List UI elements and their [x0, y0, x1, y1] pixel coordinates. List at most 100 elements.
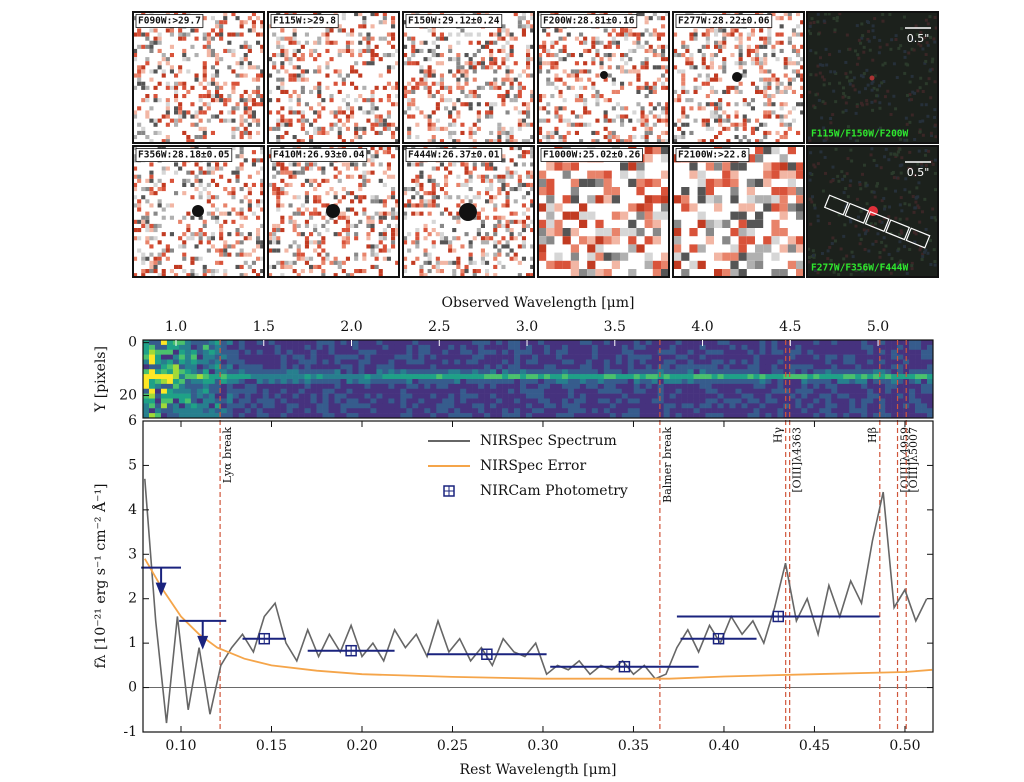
noise-pixel [464, 166, 469, 171]
spectrum-pixel [549, 340, 557, 346]
noise-pixel [452, 57, 457, 62]
noise-pixel [374, 106, 379, 111]
spectrum-pixel [256, 379, 263, 385]
noise-pixel [722, 40, 727, 45]
noise-pixel [231, 191, 236, 196]
noise-pixel [256, 215, 261, 220]
noise-pixel [194, 36, 199, 41]
spectrum-pixel [352, 359, 359, 365]
color-noise [846, 157, 850, 161]
noise-pixel [750, 48, 755, 53]
spectrum-pixel [190, 344, 198, 351]
noise-pixel [640, 12, 645, 17]
noise-pixel [468, 40, 473, 45]
noise-pixel [607, 135, 612, 140]
spectrum-pixel [274, 408, 281, 414]
noise-pixel [423, 203, 428, 208]
noise-pixel [562, 211, 571, 220]
spectrum-pixel [292, 393, 299, 399]
noise-pixel [566, 130, 571, 135]
spectrum-pixel [214, 408, 222, 414]
noise-pixel [256, 118, 261, 123]
color-noise [837, 49, 841, 53]
spectrum-pixel [256, 408, 263, 414]
noise-pixel [210, 178, 215, 183]
noise-pixel [485, 252, 490, 257]
noise-pixel [206, 211, 211, 216]
spectrum-pixel [172, 388, 180, 394]
noise-pixel [239, 122, 244, 127]
noise-pixel [636, 187, 645, 196]
noise-pixel [391, 36, 396, 41]
spectrum-pixel [466, 359, 473, 365]
noise-pixel [722, 269, 731, 278]
noise-pixel [280, 187, 285, 192]
noise-pixel [497, 130, 502, 135]
noise-pixel [709, 61, 714, 66]
color-noise [843, 223, 847, 227]
noise-pixel [480, 61, 485, 66]
spectrum-pixel [292, 344, 299, 351]
color-noise [866, 228, 870, 232]
noise-pixel [644, 118, 649, 123]
noise-pixel [554, 53, 559, 58]
noise-pixel [161, 170, 166, 175]
spectrum-pixel [532, 349, 539, 355]
spectrum-pixel [244, 383, 252, 390]
noise-pixel [615, 65, 620, 70]
noise-pixel [452, 228, 457, 233]
noise-pixel [280, 219, 285, 224]
noise-pixel [652, 32, 657, 37]
spectrum-pixel [160, 364, 168, 370]
noise-pixel [652, 89, 657, 94]
noise-pixel [186, 139, 191, 144]
spectrum-pixel [340, 383, 347, 390]
noise-pixel [677, 69, 682, 74]
noise-pixel [587, 252, 596, 261]
noise-pixel [652, 106, 657, 111]
noise-pixel [624, 139, 629, 144]
spectrum-pixel [214, 359, 222, 365]
color-noise [838, 12, 842, 16]
color-noise [894, 216, 898, 220]
noise-pixel [489, 102, 494, 107]
noise-pixel [407, 203, 412, 208]
noise-pixel [288, 215, 293, 220]
noise-pixel [501, 24, 506, 29]
color-noise [858, 181, 862, 185]
spectrum-pixel [190, 364, 198, 370]
noise-pixel [174, 191, 179, 196]
noise-pixel [509, 130, 514, 135]
color-noise [839, 247, 843, 251]
spectrum-pixel [555, 413, 563, 419]
noise-pixel [317, 244, 322, 249]
color-noise [822, 19, 826, 23]
spectrum-pixel [520, 374, 527, 380]
noise-pixel [652, 195, 661, 204]
noise-pixel [133, 256, 138, 261]
noise-pixel [313, 228, 318, 233]
color-noise [857, 233, 861, 237]
noise-pixel [779, 244, 788, 253]
spectrum-pixel [454, 369, 461, 375]
color-noise [865, 68, 869, 72]
noise-pixel [227, 94, 232, 99]
spectrum-pixel [190, 379, 198, 385]
noise-pixel [587, 122, 592, 127]
spectrum-pixel [148, 364, 156, 370]
spectrum-pixel [190, 383, 198, 390]
noise-pixel [431, 40, 436, 45]
noise-pixel [628, 48, 633, 53]
noise-pixel [161, 146, 166, 151]
noise-pixel [673, 244, 682, 253]
noise-pixel [726, 139, 731, 144]
spectrum-pixel [220, 403, 228, 409]
spectrum-pixel [484, 403, 491, 409]
noise-pixel [452, 122, 457, 127]
spectrum-pixel [244, 364, 252, 370]
noise-pixel [558, 36, 563, 41]
spectrum-pixel [370, 344, 377, 351]
noise-pixel [497, 85, 502, 90]
noise-pixel [595, 130, 600, 135]
noise-pixel [133, 110, 138, 115]
